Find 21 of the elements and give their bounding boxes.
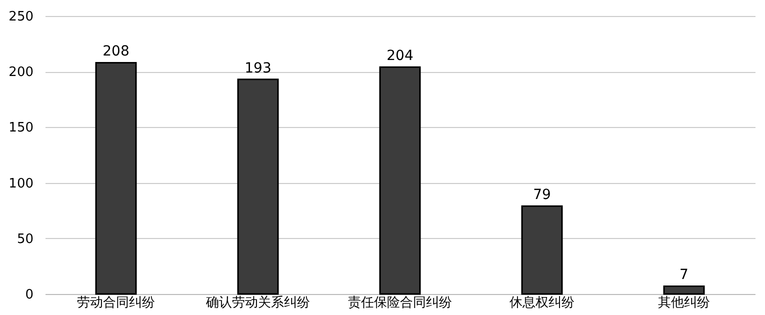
data-label: 7 [680,267,688,284]
bar [237,78,279,295]
x-tick-label: 责任保险合同纠纷 [348,296,452,310]
bar [663,285,705,295]
data-label: 79 [533,187,551,204]
data-label: 204 [386,48,414,64]
data-label: 208 [102,44,130,60]
bar [95,62,137,295]
y-tick-label: 0 [25,288,34,302]
x-tick-label: 确认劳动关系纠纷 [205,296,310,310]
y-tick-label: 100 [8,176,34,192]
x-tick-label: 劳动合同纠纷 [77,296,155,310]
y-tick-label: 150 [8,120,34,136]
x-tick-label: 其他纠纷 [658,296,710,310]
y-tick-label: 50 [16,232,34,247]
y-tick-label: 200 [8,65,34,80]
bar [379,66,421,295]
bar [521,205,563,295]
data-label: 193 [244,60,272,76]
y-tick-label: 250 [8,10,34,24]
x-tick-label: 休息权纠纷 [510,296,574,310]
